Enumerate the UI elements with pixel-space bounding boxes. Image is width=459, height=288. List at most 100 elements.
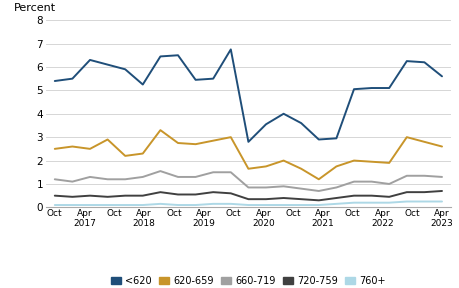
720-759 xyxy=(87,194,93,197)
760+ xyxy=(122,203,128,207)
760+ xyxy=(157,202,163,206)
<620 xyxy=(351,88,356,91)
Line: 760+: 760+ xyxy=(55,202,441,205)
620-659 xyxy=(298,167,303,170)
760+ xyxy=(210,202,215,206)
620-659 xyxy=(69,145,75,148)
760+ xyxy=(192,203,198,207)
760+ xyxy=(228,202,233,206)
<620 xyxy=(438,75,444,78)
<620 xyxy=(69,77,75,80)
620-659 xyxy=(52,147,57,151)
<620 xyxy=(245,140,251,143)
720-759 xyxy=(263,198,268,201)
Legend: <620, 620-659, 660-719, 720-759, 760+: <620, 620-659, 660-719, 720-759, 760+ xyxy=(107,272,388,288)
<620 xyxy=(228,48,233,51)
720-759 xyxy=(403,190,409,194)
720-759 xyxy=(245,198,251,201)
760+ xyxy=(298,203,303,207)
720-759 xyxy=(315,199,321,202)
760+ xyxy=(140,203,145,207)
660-719 xyxy=(228,170,233,174)
760+ xyxy=(421,200,426,203)
620-659 xyxy=(438,145,444,148)
760+ xyxy=(351,201,356,204)
720-759 xyxy=(210,190,215,194)
720-759 xyxy=(298,198,303,201)
620-659 xyxy=(192,143,198,146)
Line: <620: <620 xyxy=(55,50,441,142)
620-659 xyxy=(87,147,93,151)
660-719 xyxy=(245,186,251,189)
620-659 xyxy=(263,165,268,168)
660-719 xyxy=(192,175,198,179)
620-659 xyxy=(368,160,374,164)
660-719 xyxy=(298,187,303,190)
660-719 xyxy=(175,175,180,179)
620-659 xyxy=(105,138,110,141)
760+ xyxy=(315,203,321,207)
<620 xyxy=(157,55,163,58)
720-759 xyxy=(157,190,163,194)
660-719 xyxy=(140,175,145,179)
Line: 620-659: 620-659 xyxy=(55,130,441,179)
760+ xyxy=(333,202,338,206)
620-659 xyxy=(175,141,180,145)
620-659 xyxy=(140,152,145,155)
660-719 xyxy=(263,186,268,189)
720-759 xyxy=(122,194,128,197)
<620 xyxy=(315,138,321,141)
760+ xyxy=(105,203,110,207)
Line: 660-719: 660-719 xyxy=(55,171,441,191)
720-759 xyxy=(386,195,391,198)
760+ xyxy=(245,203,251,207)
660-719 xyxy=(438,175,444,179)
<620 xyxy=(140,83,145,86)
<620 xyxy=(280,112,286,115)
660-719 xyxy=(386,182,391,186)
720-759 xyxy=(280,196,286,200)
<620 xyxy=(122,68,128,71)
<620 xyxy=(175,54,180,57)
620-659 xyxy=(421,140,426,143)
760+ xyxy=(87,203,93,207)
720-759 xyxy=(351,194,356,197)
<620 xyxy=(210,77,215,80)
720-759 xyxy=(368,194,374,197)
<620 xyxy=(105,63,110,66)
720-759 xyxy=(140,194,145,197)
660-719 xyxy=(403,174,409,177)
760+ xyxy=(280,203,286,207)
720-759 xyxy=(421,190,426,194)
620-659 xyxy=(157,128,163,132)
<620 xyxy=(298,122,303,125)
660-719 xyxy=(421,174,426,177)
660-719 xyxy=(210,170,215,174)
620-659 xyxy=(245,167,251,170)
720-759 xyxy=(105,195,110,198)
660-719 xyxy=(368,180,374,183)
760+ xyxy=(52,203,57,207)
<620 xyxy=(403,59,409,63)
660-719 xyxy=(87,175,93,179)
620-659 xyxy=(386,161,391,165)
620-659 xyxy=(280,159,286,162)
760+ xyxy=(263,203,268,207)
720-759 xyxy=(52,194,57,197)
<620 xyxy=(333,137,338,140)
760+ xyxy=(175,203,180,207)
760+ xyxy=(386,201,391,204)
660-719 xyxy=(351,180,356,183)
Text: Percent: Percent xyxy=(14,3,56,13)
620-659 xyxy=(210,139,215,142)
760+ xyxy=(69,203,75,207)
620-659 xyxy=(122,154,128,158)
720-759 xyxy=(438,189,444,193)
720-759 xyxy=(228,192,233,195)
<620 xyxy=(263,123,268,126)
720-759 xyxy=(69,195,75,198)
620-659 xyxy=(333,165,338,168)
720-759 xyxy=(192,193,198,196)
660-719 xyxy=(280,185,286,188)
Line: 720-759: 720-759 xyxy=(55,191,441,200)
